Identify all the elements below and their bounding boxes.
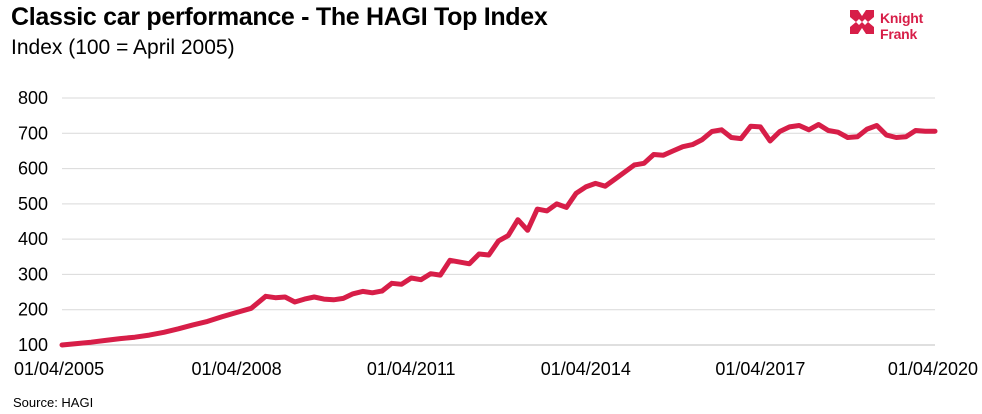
knight-frank-logo-icon <box>850 10 874 34</box>
series-group <box>59 122 938 348</box>
y-tick-label: 500 <box>18 194 48 214</box>
y-tick-label: 800 <box>18 88 48 108</box>
x-tick-label: 01/04/2011 <box>367 359 456 379</box>
y-tick-label: 700 <box>18 123 48 143</box>
logo-line-1: Knight <box>880 10 924 26</box>
x-axis-tick-labels: 01/04/2005 01/04/2008 01/04/2011 01/04/2014… <box>14 359 978 379</box>
knight-frank-logo: Knight Frank <box>850 10 923 42</box>
x-tick-label: 01/04/2020 <box>888 359 978 379</box>
y-tick-label: 400 <box>18 229 48 249</box>
series-line <box>59 122 938 348</box>
y-tick-label: 100 <box>18 335 48 355</box>
y-tick-label: 300 <box>18 264 48 284</box>
chart-title: Classic car performance - The HAGI Top I… <box>11 3 548 31</box>
x-tick-label: 01/04/2005 <box>14 359 104 379</box>
chart-subtitle: Index (100 = April 2005) <box>11 36 235 59</box>
y-axis-tick-labels: 100 200 300 400 500 600 700 800 <box>18 88 48 355</box>
x-tick-label: 01/04/2014 <box>541 359 631 379</box>
source-note: Source: HAGI <box>13 395 94 410</box>
logo-wordmark: Knight Frank <box>880 10 923 42</box>
y-tick-label: 200 <box>18 300 48 320</box>
y-tick-label: 600 <box>18 159 48 179</box>
logo-line-2: Frank <box>880 26 918 42</box>
x-tick-label: 01/04/2017 <box>715 359 805 379</box>
x-tick-label: 01/04/2008 <box>192 359 282 379</box>
